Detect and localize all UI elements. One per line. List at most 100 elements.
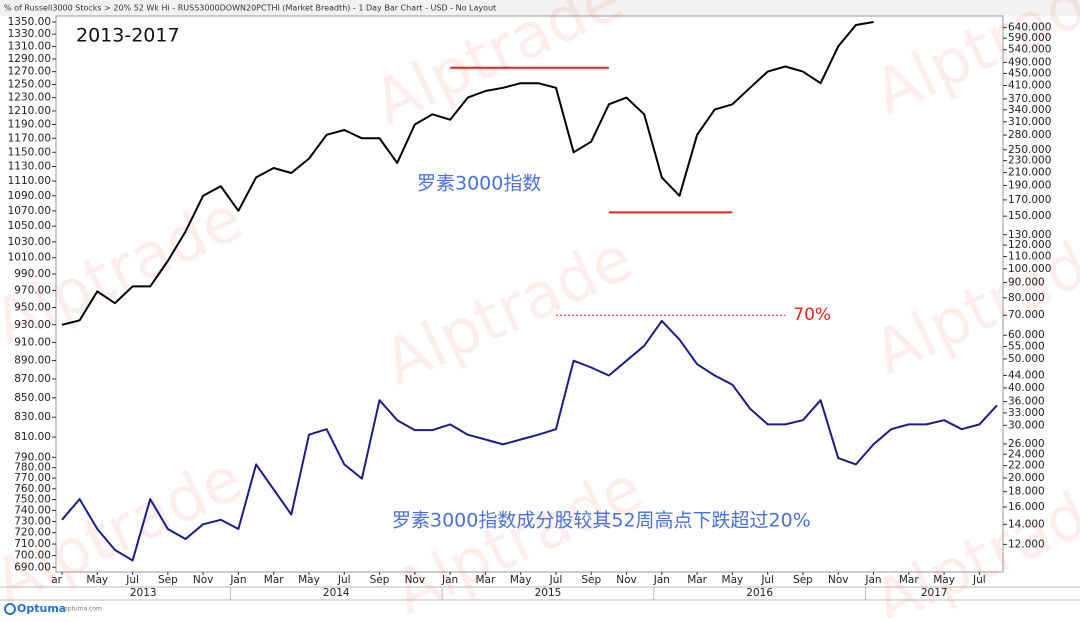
y-tick-label: 950.00 — [14, 301, 51, 313]
y-tick-label: 1250.00 — [8, 79, 51, 91]
y2-tick-label: 40.000 — [1008, 382, 1045, 394]
year-label: 2015 — [535, 587, 562, 599]
y-tick-label: 1290.00 — [8, 53, 51, 65]
logo-icon — [4, 603, 16, 615]
x-tick-label: Jan — [653, 574, 670, 586]
y-tick-label: 700.00 — [14, 550, 51, 562]
y-tick-label: 810.00 — [14, 431, 51, 443]
header-bar — [0, 0, 1080, 16]
y2-tick-label: 90.000 — [1008, 277, 1045, 289]
y-tick-label: 690.00 — [14, 561, 51, 573]
y2-tick-label: 490.000 — [1008, 56, 1051, 68]
y2-tick-label: 450.000 — [1008, 67, 1051, 79]
y-tick-label: 760.00 — [14, 483, 51, 495]
x-tick-label: May — [722, 574, 744, 586]
y-tick-label: 1030.00 — [8, 236, 51, 248]
y2-tick-label: 50.000 — [1008, 353, 1045, 365]
y-tick-label: 750.00 — [14, 494, 51, 506]
year-label: 2017 — [921, 587, 948, 599]
y2-tick-label: 26.000 — [1008, 438, 1045, 450]
footer-brand: Optuma — [17, 602, 66, 615]
x-tick-label: Jul — [760, 574, 774, 586]
y2-tick-label: 55.000 — [1008, 341, 1045, 353]
y2-tick-label: 590.000 — [1008, 32, 1051, 44]
y2-tick-label: 110.000 — [1008, 250, 1051, 262]
year-label: 2013 — [130, 587, 157, 599]
y2-tick-label: 190.000 — [1008, 179, 1051, 191]
y-tick-label: 1110.00 — [8, 175, 51, 187]
x-tick-label: Sep — [581, 574, 601, 586]
footer-site: optuma.com — [64, 606, 102, 613]
series-line — [61, 21, 874, 326]
x-tick-label: Mar — [899, 574, 919, 586]
x-tick-label: Sep — [370, 574, 390, 586]
year-label: 2014 — [323, 587, 350, 599]
x-tick-label: Mar — [687, 574, 707, 586]
y-tick-label: 990.00 — [14, 268, 51, 280]
y2-tick-label: 340.000 — [1008, 104, 1051, 116]
watermark: Alptrade — [363, 0, 633, 139]
y2-tick-label: 100.000 — [1008, 263, 1051, 275]
y2-tick-label: 30.000 — [1008, 419, 1045, 431]
period-label: 2013-2017 — [76, 25, 180, 47]
y2-tick-label: 22.000 — [1008, 460, 1045, 472]
y-tick-label: 850.00 — [14, 392, 51, 404]
watermark: Alptrade — [863, 461, 1080, 618]
y2-tick-label: 120.000 — [1008, 239, 1051, 251]
y-tick-label: 1210.00 — [8, 105, 51, 117]
x-tick-label: Nov — [405, 574, 426, 586]
x-tick-label: Sep — [793, 574, 813, 586]
reference-label: 70% — [793, 305, 831, 325]
y-tick-label: 1310.00 — [8, 40, 51, 52]
y2-tick-label: 16.000 — [1008, 501, 1045, 513]
y2-tick-label: 150.000 — [1008, 210, 1051, 222]
y2-tick-label: 230.000 — [1008, 155, 1051, 167]
watermark: Alptrade — [383, 451, 653, 618]
y2-tick-label: 36.000 — [1008, 396, 1045, 408]
x-tick-label: Jul — [972, 574, 986, 586]
x-tick-label: Nov — [616, 574, 637, 586]
y-tick-label: 1350.00 — [8, 16, 51, 28]
y-tick-label: 770.00 — [14, 472, 51, 484]
y-tick-label: 1330.00 — [8, 28, 51, 40]
y-tick-label: 1190.00 — [8, 118, 51, 130]
x-tick-label: Mar — [475, 574, 495, 586]
y2-tick-label: 250.000 — [1008, 144, 1051, 156]
annotation: 罗素3000指数成分股较其52周高点下跌超过20% — [392, 510, 811, 532]
y-tick-label: 830.00 — [14, 411, 51, 423]
x-tick-label: Sep — [158, 574, 178, 586]
y-tick-label: 870.00 — [14, 373, 51, 385]
y2-tick-label: 60.000 — [1008, 329, 1045, 341]
y-tick-label: 720.00 — [14, 527, 51, 539]
y2-tick-label: 14.000 — [1008, 518, 1045, 530]
y2-tick-label: 80.000 — [1008, 292, 1045, 304]
y-tick-label: 970.00 — [14, 285, 51, 297]
y-tick-label: 780.00 — [14, 462, 51, 474]
y2-tick-label: 18.000 — [1008, 486, 1045, 498]
y-tick-label: 1230.00 — [8, 92, 51, 104]
plot — [61, 21, 998, 562]
y2-tick-label: 370.000 — [1008, 93, 1051, 105]
annotation: 罗素3000指数 — [417, 173, 541, 195]
y-tick-label: 1170.00 — [8, 132, 51, 144]
y-tick-label: 910.00 — [14, 336, 51, 348]
y2-tick-label: 410.000 — [1008, 80, 1051, 92]
y-tick-label: 1050.00 — [8, 220, 51, 232]
y-tick-label: 740.00 — [14, 504, 51, 516]
x-tick-label: ar — [51, 574, 62, 586]
y-tick-label: 930.00 — [14, 319, 51, 331]
plot-frame — [55, 15, 1004, 573]
y-tick-label: 790.00 — [14, 451, 51, 463]
y2-tick-label: 44.000 — [1008, 370, 1045, 382]
x-tick-label: Nov — [193, 574, 214, 586]
y2-tick-label: 70.000 — [1008, 309, 1045, 321]
x-tick-label: May — [298, 574, 320, 586]
x-tick-label: May — [510, 574, 532, 586]
y-tick-label: 1010.00 — [8, 252, 51, 264]
x-tick-label: Jan — [441, 574, 458, 586]
y2-tick-label: 280.000 — [1008, 129, 1051, 141]
x-tick-label: Nov — [828, 574, 849, 586]
y2-tick-label: 640.000 — [1008, 22, 1051, 34]
y2-tick-label: 12.000 — [1008, 538, 1045, 550]
